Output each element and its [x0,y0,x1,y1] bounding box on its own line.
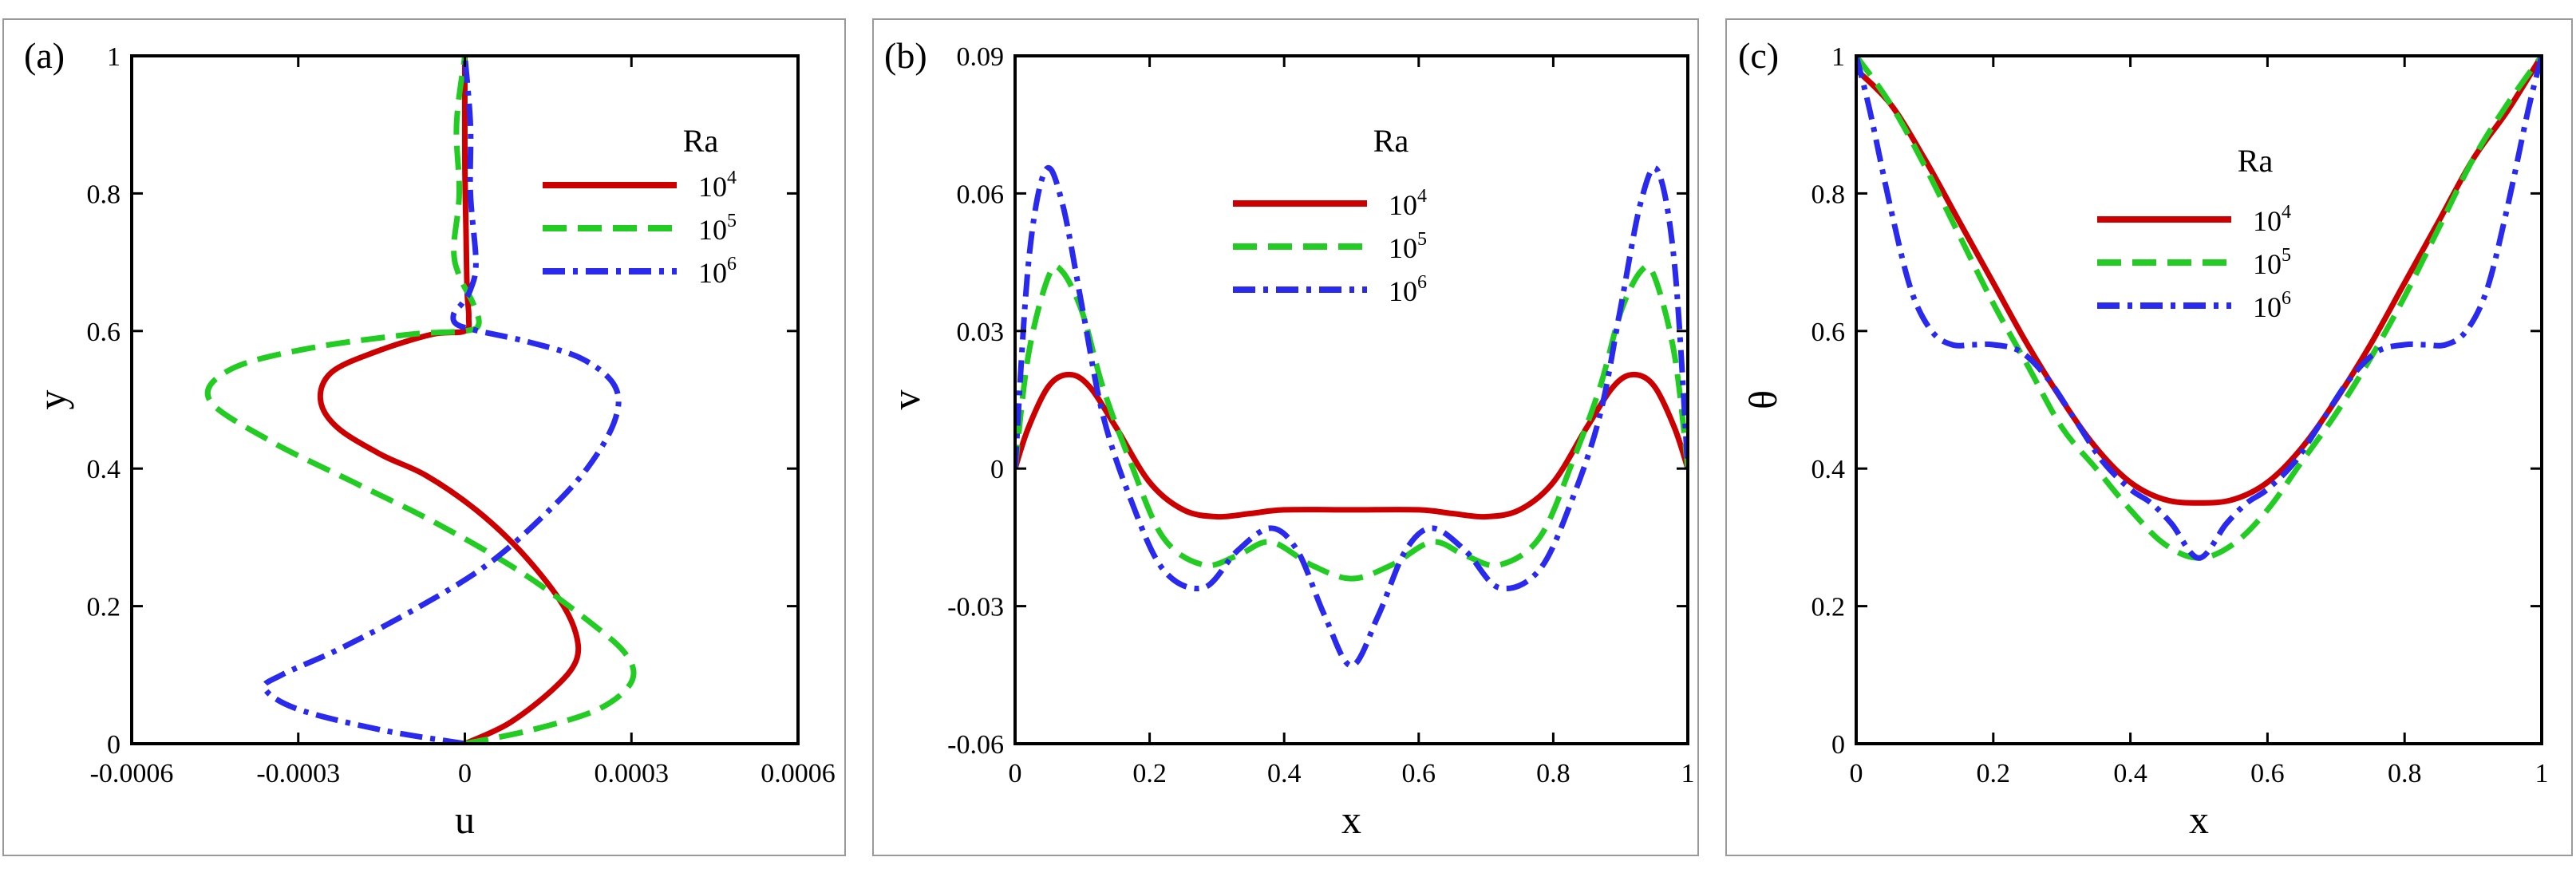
panel-c-legend-label-ra1e5: 105 [2253,245,2291,280]
panel-b-xtick-label: 0.2 [1132,759,1167,788]
panel-b-ytick-label: -0.06 [947,730,1004,760]
panel-a-xtick-label: 0 [458,759,472,788]
panel-c-label: (c) [1738,35,1779,76]
panel-b-xtick-label: 0.4 [1267,759,1302,788]
panel-a-curves [204,56,637,744]
panel-c-xtick-label: 1 [2535,759,2549,788]
panel-c-ylabel: θ [1740,390,1785,409]
panel-a-legend: Ra 104 105 106 [543,123,737,289]
panel-b: 0 0.2 0.4 0.6 0.8 1 -0.06 -0.03 0 0.03 0.06 0.09 x v (… [883,35,1695,842]
panel-c-xtick-label: 0.2 [1977,759,2011,788]
panel-c-box [1725,18,2573,856]
panel-a-label: (a) [24,35,65,76]
panel-a-xtick-label: -0.0003 [256,759,340,788]
panel-a-box [2,18,846,856]
panel-c-xtick-label: 0.6 [2250,759,2285,788]
panel-b-legend-label-ra1e4: 104 [1389,186,1427,221]
panel-c-legend-title: Ra [2238,143,2274,179]
panel-a-xtick-label: 0.0003 [595,759,670,788]
panel-c-series-ra1e6 [1856,56,2542,561]
panel-b-legend-title: Ra [1373,123,1409,159]
panel-c-xlabel: x [2189,797,2209,842]
panel-a-ytick-label: 0.8 [87,180,121,209]
panel-a-xlabel: u [455,797,475,842]
panel-c-legend-label-ra1e6: 106 [2253,288,2291,323]
panel-a-ytick-label: 0.2 [87,593,121,622]
panel-b-legend-label-ra1e6: 106 [1389,272,1427,307]
panel-b-xtick-label: 0.8 [1536,759,1570,788]
panel-b-label: (b) [884,35,927,76]
panel-c-ytick-label: 0.8 [1811,180,1846,209]
panel-a-ylabel: y [30,390,74,410]
panel-b-xlabel: x [1341,797,1361,842]
panel-c-curves [1856,56,2542,561]
panel-c-xtick-label: 0.4 [2113,759,2147,788]
panel-a-ytick-label: 0.6 [87,318,121,347]
panel-c-ytick-label: 0.4 [1811,455,1846,484]
panel-c-ytick-label: 1 [1831,42,1845,72]
panel-c-ytick-label: 0 [1831,730,1845,760]
panel-a-legend-label-ra1e4: 104 [698,168,737,203]
panel-c-legend-label-ra1e4: 104 [2253,202,2291,237]
panel-c: 0 0.2 0.4 0.6 0.8 1 0 0.2 0.4 0.6 0.8 1 x θ (c) Ra 104 10… [1738,35,2549,842]
panel-b-xtick-label: 0 [1009,759,1022,788]
panel-a-legend-label-ra1e6: 106 [698,254,737,289]
panel-a-xtick-label: -0.0006 [90,759,174,788]
panel-b-xtick-label: 1 [1681,759,1695,788]
panel-b-ytick-label: 0.06 [957,180,1005,209]
panel-a-xtick-label: 0.0006 [761,759,836,788]
panel-b-ylabel: v [883,390,928,410]
panel-c-series-ra1e4 [1856,56,2542,506]
panel-b-series-ra1e5 [1015,263,1688,582]
panel-b-ytick-label: -0.03 [947,593,1004,622]
panel-a-ytick-label: 0 [107,730,121,760]
panel-c-xtick-label: 0.8 [2388,759,2422,788]
panel-b-series-ra1e6 [1015,164,1688,669]
panel-a-ytick-label: 1 [107,42,121,72]
panel-b-ytick-label: 0.03 [957,318,1005,347]
panel-c-legend: Ra 104 105 106 [2097,143,2291,323]
panel-b-xtick-label: 0.6 [1402,759,1436,788]
panel-a-legend-label-ra1e5: 105 [698,211,737,246]
panel-b-series-ra1e4 [1015,371,1688,520]
panel-a-series-ra1e6 [261,56,622,744]
panel-b-ytick-label: 0.09 [957,42,1005,72]
panel-b-ytick-label: 0 [990,455,1004,484]
panel-c-ytick-label: 0.6 [1811,318,1846,347]
panel-c-frame [1855,54,2543,745]
panel-c-xtick-label: 0 [1850,759,1863,788]
panel-a-legend-title: Ra [683,123,719,159]
panel-b-legend-label-ra1e5: 105 [1389,229,1427,264]
panel-b-box [872,18,1699,856]
panel-a-ytick-label: 0.4 [87,455,121,484]
panel-b-frame [1013,54,1689,745]
panel-b-legend: Ra 104 105 106 [1233,123,1427,307]
panel-a-series-ra1e5 [204,56,637,744]
panel-a: -0.0006 -0.0003 0 0.0003 0.0006 0 0.2 0.4 0.6 0.8… [24,35,836,842]
panel-b-curves [1015,164,1688,669]
panel-c-ytick-label: 0.2 [1811,593,1846,622]
